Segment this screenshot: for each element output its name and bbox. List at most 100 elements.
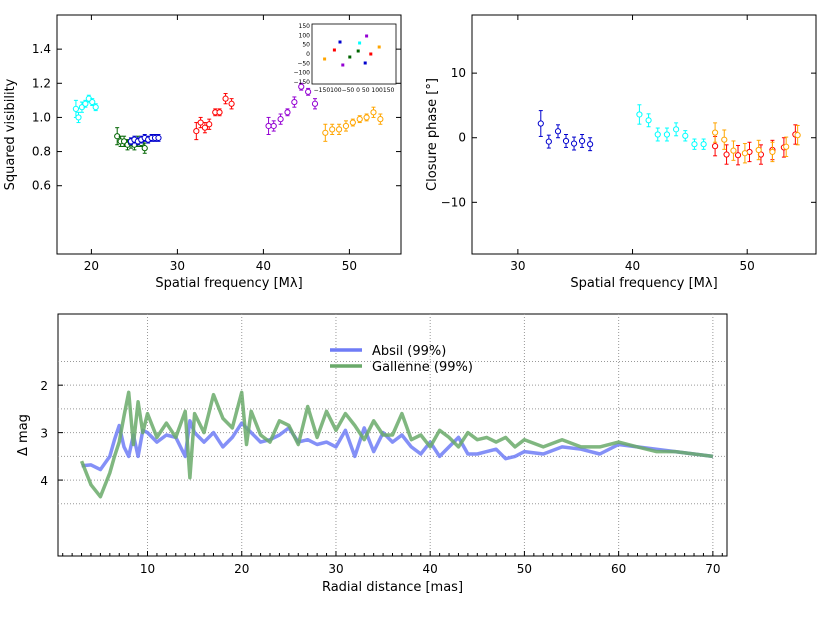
data-point [682,132,689,139]
inset-point [348,55,352,59]
data-point [769,148,776,156]
data-point [298,83,305,90]
data-point [89,98,96,106]
x-tick-label: 50 [342,259,357,273]
data-point [562,137,570,145]
inset-y-tick-label: −50 [297,60,310,67]
x-tick-label: 40 [625,259,640,273]
inset-point [356,49,360,53]
data-point [570,140,578,147]
data-point [654,131,661,138]
data-point [545,138,552,145]
series-0 [72,94,99,124]
inset-point [363,61,367,65]
chart-cp: 30 40 50 10 0 −10 Spatial frequency [Mλ] Closur… [425,14,817,291]
series-5 [322,106,384,142]
y-tick-label: −10 [441,195,466,209]
x-axis-label: Spatial frequency [Mλ] [155,276,302,291]
x-tick-label: 20 [84,259,99,273]
plot-frame [56,14,402,255]
y-tick-label: 0.8 [32,145,51,159]
legend-label: Gallenne (99%) [372,360,473,375]
y-tick-label: 1.2 [32,76,51,90]
legend: Absil (99%)Gallenne (99%) [330,344,473,375]
inset-point [369,52,373,56]
data-point [155,134,162,142]
data-point [82,100,89,107]
data-point [322,129,329,136]
data-point [329,126,336,133]
series-0 [537,110,594,152]
inset-point [358,41,362,45]
x-tick-label: 20 [234,562,249,576]
inset-y-tick-label: 150 [299,23,311,30]
x-tick-label: 60 [611,562,626,576]
inset-point [341,63,345,67]
data-point [755,146,762,154]
data-point [537,120,544,127]
data-point [201,124,209,131]
data-point [265,122,272,130]
data-point [741,150,749,157]
x-tick-label: 70 [705,562,720,576]
data-point [700,141,707,148]
data-point [587,141,594,148]
data-point [370,109,377,116]
y-tick-label: 0 [458,131,466,145]
data-point [794,132,801,139]
y-axis-label: Squared visibility [3,78,18,190]
data-point [342,122,350,130]
data-point [270,122,277,130]
data-point [216,109,223,116]
inset-x-tick-label: −150100−50 0 50 100150 [314,87,395,94]
inset-y-tick-label: −100 [294,70,311,77]
y-tick-label: 2 [40,379,48,393]
x-tick-label: 30 [510,259,525,273]
series-line-1 [79,390,714,499]
data-point [291,98,298,106]
inset-y-tick-label: 0 [306,51,310,58]
data-point [691,141,698,148]
x-tick-label: 10 [140,562,155,576]
data-point [730,147,737,154]
data-point [663,131,671,138]
data-point [75,114,82,121]
data-point [673,126,680,133]
data-point [377,116,384,123]
data-point [284,109,291,116]
y-tick-label: 4 [40,474,48,488]
chart-vis2: 20 30 40 50 0.6 0.8 1.0 1.2 1.4 Spatial frequency… [3,14,402,291]
y-tick-label: 10 [451,66,466,80]
inset-point [323,57,327,61]
data-point [335,126,343,133]
x-tick-label: 40 [423,562,438,576]
y-axis-label: Closure phase [°] [425,78,440,191]
series-4 [265,82,319,135]
data-point [193,127,200,135]
series-2 [127,134,162,146]
series-1 [636,104,707,150]
y-tick-label: 3 [40,427,48,441]
inset-point [332,48,336,52]
y-tick-label: 1.0 [32,110,51,124]
inset-frame [311,23,397,85]
data-point [222,95,229,102]
x-axis-label: Radial distance [mas] [322,580,463,595]
data-point [92,104,99,111]
data-point [305,88,312,95]
inset-point [365,34,369,38]
inset-point [338,40,342,44]
x-tick-label: 50 [740,259,755,273]
x-tick-label: 50 [517,562,532,576]
data-point [228,100,235,107]
data-point [206,121,213,128]
data-point [349,119,356,126]
y-axis-label: Δ mag [16,414,31,456]
data-point [734,152,742,159]
data-point [141,145,148,152]
x-tick-label: 30 [328,562,343,576]
uv-inset: 150 100 50 0 −50 −100 −150−150100−50 0 50 1001… [294,23,397,94]
data-point [645,117,652,124]
y-tick-label: 1.4 [32,42,51,56]
